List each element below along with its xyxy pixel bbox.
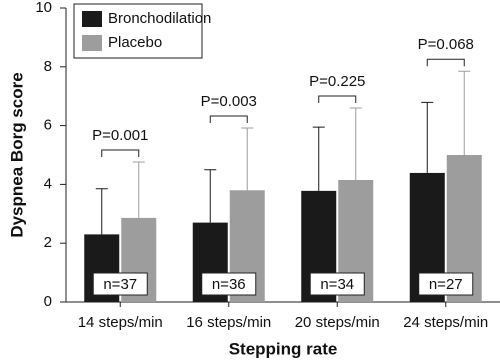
p-bracket [426,58,465,67]
y-tick-label: 2 [44,234,52,251]
p-value-label: P=0.001 [92,127,148,144]
n-box [418,272,474,296]
p-value-label: P=0.068 [418,36,474,53]
p-bracket [318,95,357,103]
y-axis-title: Dyspnea Borg score [7,72,26,237]
y-tick-label: 10 [35,0,52,16]
n-box [309,272,365,296]
p-value-label: P=0.225 [309,73,365,90]
x-tick-label: 20 steps/min [295,314,380,331]
x-axis-title: Stepping rate [229,339,338,358]
p-value-label: P=0.003 [201,93,257,110]
legend-label: Placebo [108,34,162,51]
error-bar [349,107,362,180]
legend-label: Bronchodilation [108,10,211,27]
legend-swatch [82,11,102,27]
n-label: n=37 [103,276,137,293]
error-bar [95,188,108,235]
error-bar [312,126,325,191]
legend-swatch [82,35,102,51]
p-bracket [209,115,248,123]
error-bar [132,161,145,218]
x-tick-label: 14 steps/min [78,314,163,331]
error-bar [241,127,254,191]
y-tick-label: 4 [44,175,52,192]
error-bar [421,101,434,173]
x-tick-label: 16 steps/min [186,314,271,331]
n-label: n=34 [320,276,354,293]
y-tick-label: 6 [44,117,52,134]
y-tick-label: 0 [44,293,52,310]
n-label: n=27 [429,276,463,293]
error-bar [458,70,471,155]
n-box [201,272,257,296]
error-bar [204,169,217,223]
x-tick-label: 24 steps/min [403,314,488,331]
n-box [92,272,148,296]
y-tick-label: 8 [44,58,52,75]
n-label: n=36 [212,276,246,293]
p-bracket [101,149,140,158]
